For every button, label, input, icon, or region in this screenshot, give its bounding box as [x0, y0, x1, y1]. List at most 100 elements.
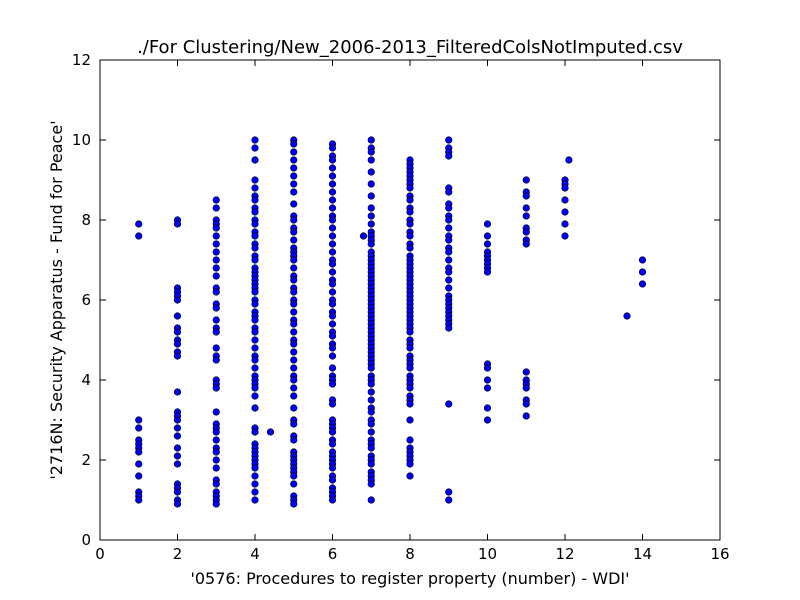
scatter-point	[367, 204, 375, 212]
scatter-point	[212, 196, 220, 204]
x-axis-label: '0576: Procedures to register property (…	[190, 569, 629, 588]
scatter-point	[522, 400, 530, 408]
scatter-point	[173, 388, 182, 396]
scatter-point	[290, 308, 298, 316]
scatter-point	[251, 356, 259, 364]
scatter-point	[406, 400, 414, 408]
scatter-point	[328, 224, 337, 232]
scatter-point	[483, 416, 492, 424]
scatter-point	[406, 384, 414, 392]
scatter-point	[406, 328, 414, 336]
y-axis-ticks: 0 2 4 6 8 10 12	[72, 51, 720, 549]
scatter-point	[290, 480, 298, 488]
scatter-point	[359, 232, 368, 240]
scatter-point	[328, 364, 337, 372]
scatter-point	[406, 184, 414, 192]
scatter-point	[445, 204, 453, 212]
scatter-point	[251, 480, 259, 488]
scatter-point	[290, 300, 298, 308]
scatter-point	[328, 288, 337, 296]
scatter-point	[406, 416, 414, 424]
scatter-point	[367, 380, 375, 388]
scatter-point	[328, 164, 337, 172]
scatter-point	[367, 396, 375, 404]
scatter-point	[561, 220, 569, 228]
scatter-point	[406, 460, 414, 468]
scatter-point	[135, 448, 143, 456]
scatter-point	[212, 456, 220, 464]
scatter-point	[251, 256, 259, 264]
scatter-point	[251, 392, 259, 400]
scatter-point	[328, 464, 337, 472]
scatter-point	[483, 232, 492, 240]
scatter-point	[561, 208, 569, 216]
scatter-point	[328, 400, 337, 408]
scatter-point	[290, 256, 298, 264]
scatter-point	[212, 344, 220, 352]
x-tick-label: 12	[555, 545, 574, 563]
scatter-point	[367, 148, 375, 156]
y-tick-label: 4	[81, 371, 91, 389]
scatter-point	[522, 204, 530, 212]
scatter-point	[445, 236, 453, 244]
scatter-point	[483, 404, 492, 412]
scatter-point	[406, 220, 414, 228]
x-axis-ticks: 0 2 4 6 8 10 12 14 16	[95, 60, 730, 563]
scatter-point	[251, 176, 259, 184]
scatter-point	[328, 260, 337, 268]
scatter-point	[135, 496, 143, 504]
scatter-point	[522, 384, 530, 392]
scatter-point	[522, 228, 530, 236]
scatter-point	[328, 240, 337, 248]
scatter-point	[135, 220, 143, 228]
scatter-point	[367, 496, 375, 504]
scatter-point	[445, 152, 453, 160]
scatter-point	[290, 364, 298, 372]
scatter-point	[212, 384, 220, 392]
x-tick-label: 4	[250, 545, 260, 563]
scatter-point	[406, 196, 414, 204]
scatter-point	[251, 156, 259, 164]
scatter-point	[406, 472, 414, 480]
scatter-point	[290, 188, 298, 196]
scatter-point	[290, 288, 298, 296]
scatter-point	[522, 176, 530, 184]
scatter-point	[561, 184, 569, 192]
scatter-point	[290, 472, 298, 480]
scatter-point	[251, 288, 259, 296]
scatter-point	[173, 312, 182, 320]
y-tick-label: 12	[72, 51, 91, 69]
scatter-point	[212, 464, 220, 472]
scatter-point	[445, 284, 453, 292]
scatter-point	[290, 328, 298, 336]
scatter-point	[367, 212, 375, 220]
scatter-point	[173, 500, 182, 508]
scatter-point	[251, 316, 259, 324]
scatter-point	[212, 316, 220, 324]
scatter-point	[212, 500, 220, 508]
scatter-point	[483, 364, 492, 372]
scatter-point	[406, 364, 414, 372]
scatter-point	[251, 196, 259, 204]
scatter-point	[445, 400, 453, 408]
scatter-point	[445, 496, 453, 504]
x-tick-label: 6	[328, 545, 338, 563]
scatter-point	[367, 136, 375, 144]
scatter-point	[290, 172, 298, 180]
scatter-point	[445, 248, 453, 256]
scatter-point	[173, 296, 182, 304]
scatter-point	[483, 240, 492, 248]
scatter-point	[522, 192, 530, 200]
scatter-point	[251, 328, 259, 336]
scatter-point	[328, 144, 337, 152]
scatter-point	[522, 212, 530, 220]
scatter-point	[290, 148, 298, 156]
scatter-point	[367, 480, 375, 488]
scatter-point	[328, 320, 337, 328]
scatter-point	[212, 304, 220, 312]
scatter-point	[173, 432, 182, 440]
y-tick-label: 6	[81, 291, 91, 309]
scatter-point	[328, 156, 337, 164]
scatter-point	[251, 184, 259, 192]
